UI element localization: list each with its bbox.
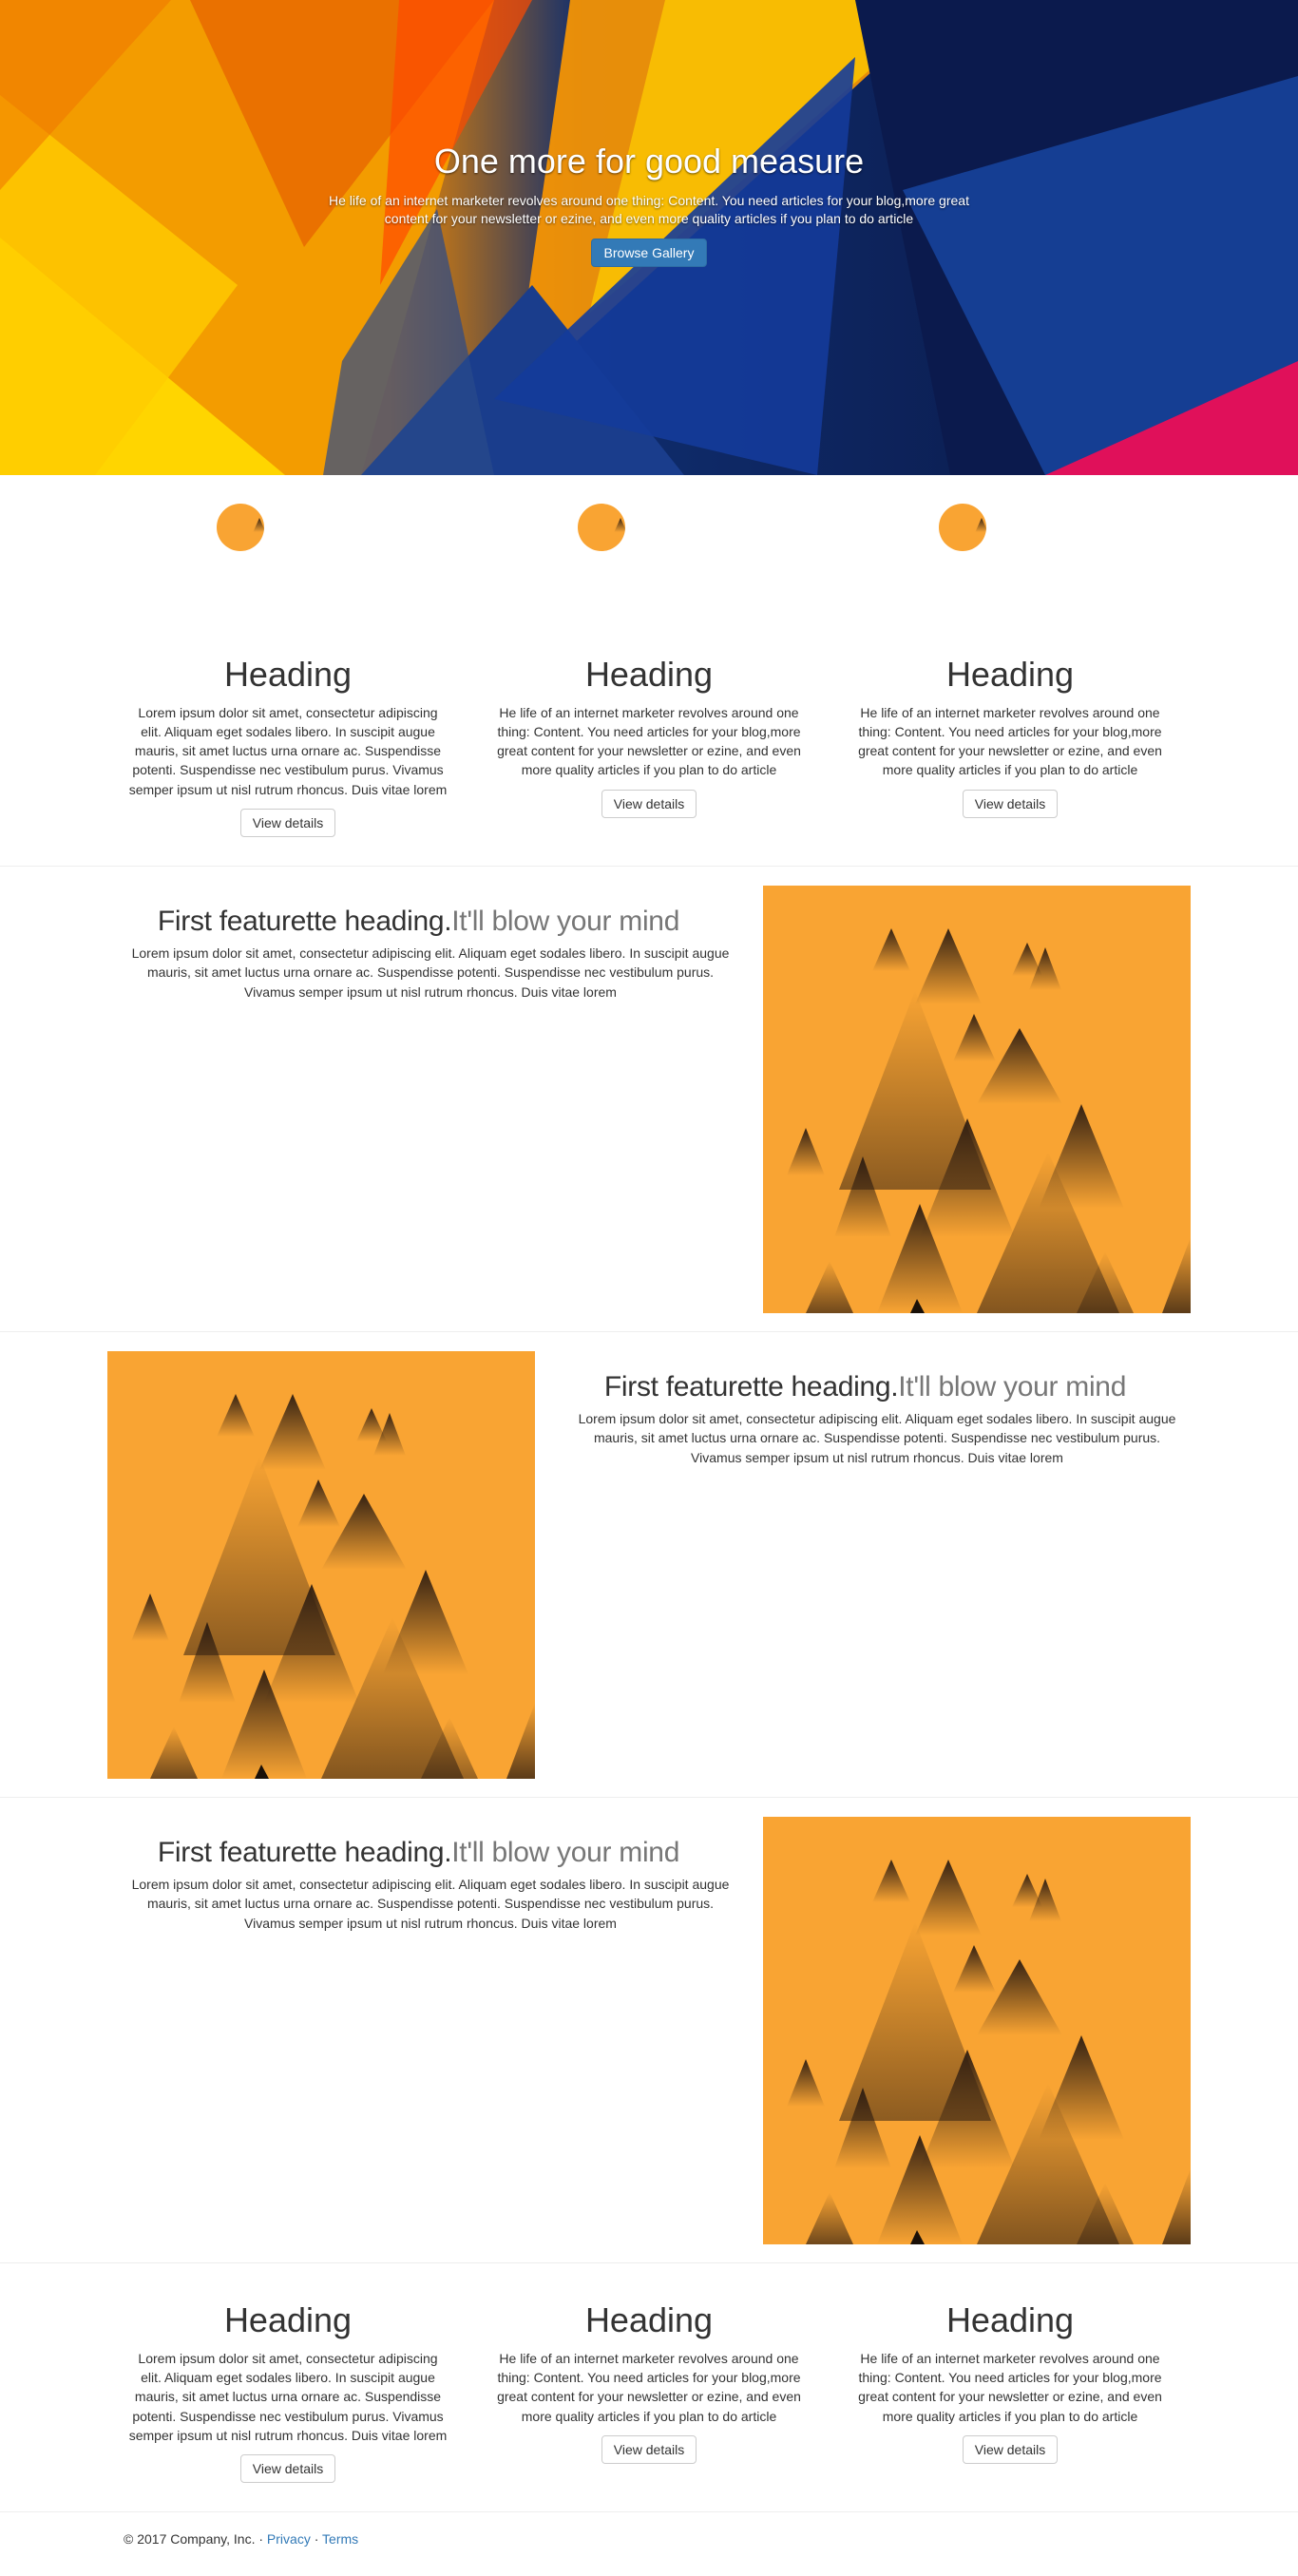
column-text: He life of an internet marketer revolves… <box>497 2350 801 2424</box>
featurette-heading: First featurette heading.It'll blow your… <box>126 905 711 939</box>
privacy-link[interactable]: Privacy <box>266 2531 311 2547</box>
circle-thumbnail <box>578 504 720 646</box>
featurette: First featurette heading.It'll blow your… <box>107 1332 1191 1797</box>
divider <box>0 2511 1298 2513</box>
view-details-button[interactable]: View details <box>601 789 697 818</box>
hero-background-image <box>0 0 1298 475</box>
featurette-text: First featurette heading.It'll blow your… <box>107 886 730 1002</box>
footer-separator: · <box>310 2531 323 2547</box>
marketing-column: Heading He life of an internet marketer … <box>468 504 830 866</box>
marketing-row-top: Heading Lorem ipsum dolor sit amet, cons… <box>107 475 1191 866</box>
divider <box>0 1797 1298 1799</box>
copyright-text: © 2017 Company, Inc. <box>124 2531 256 2547</box>
featurette-image <box>763 886 1191 1313</box>
column-heading: Heading <box>584 655 714 694</box>
column-text: He life of an internet marketer revolves… <box>858 2350 1162 2424</box>
featurette-heading: First featurette heading.It'll blow your… <box>126 1836 711 1870</box>
view-details-button[interactable]: View details <box>239 809 336 838</box>
hero-content: One more for good measure He life of an … <box>0 142 1298 268</box>
column-heading: Heading <box>223 2300 353 2340</box>
marketing-column: Heading Lorem ipsum dolor sit amet, cons… <box>107 2301 468 2511</box>
view-details-button[interactable]: View details <box>962 789 1059 818</box>
featurette-text: First featurette heading.It'll blow your… <box>107 1817 730 1933</box>
hero-banner: One more for good measure He life of an … <box>0 0 1298 475</box>
terms-link[interactable]: Terms <box>322 2531 359 2547</box>
marketing-column: Heading Lorem ipsum dolor sit amet, cons… <box>107 504 468 866</box>
footer-separator: · <box>255 2531 267 2547</box>
marketing-column: Heading He life of an internet marketer … <box>830 504 1191 866</box>
featurette-text: First featurette heading.It'll blow your… <box>554 1351 1176 1467</box>
view-details-button[interactable]: View details <box>239 2454 336 2484</box>
column-heading: Heading <box>584 2300 714 2340</box>
featurette: First featurette heading.It'll blow your… <box>107 1798 1191 2262</box>
circle-thumbnail <box>217 504 359 646</box>
column-heading: Heading <box>223 655 353 694</box>
featurette-heading-muted: It'll blow your mind <box>898 1371 1127 1403</box>
circle-thumbnail <box>939 504 1081 646</box>
browse-gallery-button[interactable]: Browse Gallery <box>590 239 708 268</box>
featurette-heading-muted: It'll blow your mind <box>451 1837 680 1869</box>
marketing-column: Heading He life of an internet marketer … <box>468 2301 830 2511</box>
featurette: First featurette heading.It'll blow your… <box>107 867 1191 1331</box>
featurette-heading-main: First featurette heading. <box>603 1371 899 1403</box>
featurette-image <box>107 1351 535 1779</box>
featurette-lead: Lorem ipsum dolor sit amet, consectetur … <box>131 1877 730 1931</box>
featurette-heading-muted: It'll blow your mind <box>451 906 680 938</box>
view-details-button[interactable]: View details <box>601 2434 697 2464</box>
column-text: Lorem ipsum dolor sit amet, consectetur … <box>128 2350 448 2443</box>
featurette-image <box>763 1817 1191 2244</box>
hero-text: He life of an internet marketer revolves… <box>329 192 969 227</box>
marketing-row-bottom: Heading Lorem ipsum dolor sit amet, cons… <box>107 2263 1191 2511</box>
featurette-heading: First featurette heading.It'll blow your… <box>573 1370 1157 1404</box>
divider <box>0 866 1298 868</box>
marketing-column: Heading He life of an internet marketer … <box>830 2301 1191 2511</box>
featurette-heading-main: First featurette heading. <box>157 1837 452 1869</box>
column-heading: Heading <box>945 2300 1075 2340</box>
footer: © 2017 Company, Inc. · Privacy · Terms <box>0 2512 1298 2565</box>
view-details-button[interactable]: View details <box>962 2434 1059 2464</box>
featurette-heading-main: First featurette heading. <box>157 906 452 938</box>
divider <box>0 2262 1298 2264</box>
featurette-lead: Lorem ipsum dolor sit amet, consectetur … <box>578 1411 1176 1465</box>
divider <box>0 1331 1298 1333</box>
hero-title: One more for good measure <box>433 142 865 181</box>
column-text: Lorem ipsum dolor sit amet, consectetur … <box>128 704 448 797</box>
column-heading: Heading <box>945 655 1075 694</box>
featurette-lead: Lorem ipsum dolor sit amet, consectetur … <box>131 945 730 1000</box>
column-text: He life of an internet marketer revolves… <box>497 704 801 778</box>
column-text: He life of an internet marketer revolves… <box>858 704 1162 778</box>
